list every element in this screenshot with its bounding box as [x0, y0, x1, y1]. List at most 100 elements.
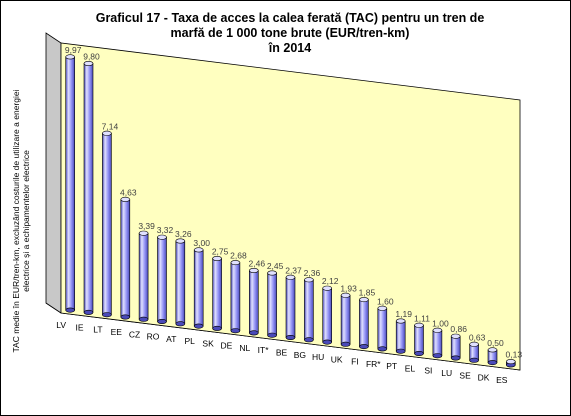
- x-tick-label-FR*: FR*: [366, 359, 381, 369]
- bar-body: [175, 240, 186, 325]
- bar-top-cap: [212, 255, 222, 261]
- value-label-DE: 2,68: [230, 251, 247, 261]
- value-label-CZ: 3,39: [138, 221, 155, 231]
- bar-body: [340, 294, 351, 345]
- value-label-SE: 0,63: [469, 332, 486, 342]
- value-label-ES: 0,13: [506, 350, 523, 360]
- bar-body: [193, 249, 204, 327]
- bar-DE: [230, 260, 241, 334]
- bar-LV: [65, 54, 75, 313]
- value-label-BE: 2,37: [285, 265, 302, 275]
- bar-ES: [505, 359, 516, 368]
- bar-LT: [102, 130, 112, 318]
- bar-top-cap: [230, 260, 241, 266]
- bar-top-cap: [340, 292, 351, 298]
- bar-top-cap: [395, 318, 406, 324]
- bar-body: [249, 270, 259, 334]
- bar-body: [120, 199, 131, 318]
- bar-bottom-cap: [83, 309, 94, 315]
- x-tick-label-SK: SK: [202, 338, 214, 348]
- bar-bottom-cap: [359, 344, 369, 350]
- x-tick-label-PL: PL: [184, 336, 195, 346]
- bar-bottom-cap: [395, 348, 406, 354]
- value-label-HU: 2,12: [322, 276, 339, 286]
- bar-EE: [120, 196, 131, 320]
- value-label-NL: 2,46: [249, 259, 266, 269]
- bar-bottom-cap: [322, 339, 333, 345]
- bar-NL: [249, 267, 259, 336]
- bar-body: [450, 335, 461, 359]
- chart-title-line-1: Graficul 17 - Taxa de acces la calea fer…: [95, 11, 485, 25]
- chart-title-line-3: în 2014: [268, 41, 312, 55]
- bar-body: [359, 299, 369, 347]
- bar-bottom-cap: [230, 328, 241, 334]
- bar-bottom-cap: [138, 316, 149, 322]
- bar-top-cap: [505, 359, 516, 365]
- value-label-LV: 9,97: [65, 45, 82, 55]
- value-label-EL: 1,11: [414, 313, 430, 323]
- value-label-LT: 7,14: [102, 121, 119, 131]
- bar-top-cap: [414, 322, 424, 328]
- x-tick-label-SE: SE: [459, 370, 471, 380]
- bar-top-cap: [120, 196, 131, 202]
- bar-HU: [322, 285, 333, 345]
- bar-top-cap: [157, 234, 167, 240]
- bar-body: [395, 320, 406, 352]
- bar-IT*: [267, 270, 277, 338]
- value-label-DK: 0,50: [487, 338, 504, 348]
- x-tick-label-DE: DE: [220, 341, 232, 351]
- value-label-SI: 1,00: [432, 318, 449, 328]
- bar-LU: [450, 333, 461, 361]
- bar-body: [157, 236, 167, 322]
- bar-BE: [285, 274, 296, 340]
- bar-bottom-cap: [157, 318, 167, 324]
- value-label-FI: 1,85: [359, 288, 376, 298]
- bar-body: [65, 56, 75, 311]
- bar-bottom-cap: [193, 323, 204, 329]
- back-wall: [45, 32, 521, 371]
- bar-PL: [193, 247, 204, 329]
- bar-UK: [340, 292, 351, 347]
- x-tick-label-SI: SI: [424, 366, 432, 376]
- bars-layer: [65, 54, 516, 368]
- x-tick-label-LU: LU: [441, 368, 452, 378]
- bar-IE: [83, 60, 94, 315]
- bar-top-cap: [285, 274, 296, 280]
- bar-body: [212, 258, 222, 329]
- value-label-UK: 1,93: [340, 283, 357, 293]
- bar-CZ: [138, 230, 149, 322]
- bar-body: [377, 307, 388, 350]
- bar-bottom-cap: [267, 332, 277, 338]
- x-tick-label-BE: BE: [276, 348, 288, 358]
- bar-body: [322, 287, 333, 343]
- bar-body: [414, 324, 424, 354]
- bar-FI: [359, 297, 369, 350]
- bar-body: [285, 276, 296, 338]
- bar-top-cap: [193, 247, 204, 253]
- x-tick-label-CZ: CZ: [129, 329, 140, 339]
- x-tick-label-AT: AT: [166, 334, 176, 344]
- bar-bottom-cap: [285, 334, 296, 340]
- bar-top-cap: [65, 54, 75, 60]
- value-label-IT*: 2,45: [267, 261, 284, 271]
- bar-body: [102, 133, 112, 315]
- bar-bottom-cap: [102, 312, 112, 318]
- chart-title: Graficul 17 - Taxa de acces la calea fer…: [30, 11, 550, 56]
- bar-PT: [395, 318, 406, 354]
- bar-bottom-cap: [175, 321, 186, 327]
- x-tick-label-DK: DK: [478, 373, 490, 383]
- value-label-AT: 3,26: [175, 229, 192, 239]
- bar-body: [138, 232, 149, 320]
- x-tick-label-IE: IE: [75, 322, 83, 332]
- x-tick-label-NL: NL: [239, 343, 250, 353]
- value-label-LU: 0,86: [450, 324, 467, 334]
- bar-bottom-cap: [304, 337, 314, 343]
- bar-top-cap: [450, 333, 461, 339]
- value-label-SK: 2,75: [212, 247, 229, 257]
- value-label-PT: 1,19: [395, 309, 412, 319]
- labels-layer: 9,97 LV 9,80 IE 7,14 LT 4,63 EE 3,39 CZ 3,32 RO 3,26…: [56, 45, 522, 385]
- x-tick-label-RO: RO: [147, 332, 160, 342]
- bar-top-cap: [138, 230, 149, 236]
- bar-body: [230, 262, 241, 332]
